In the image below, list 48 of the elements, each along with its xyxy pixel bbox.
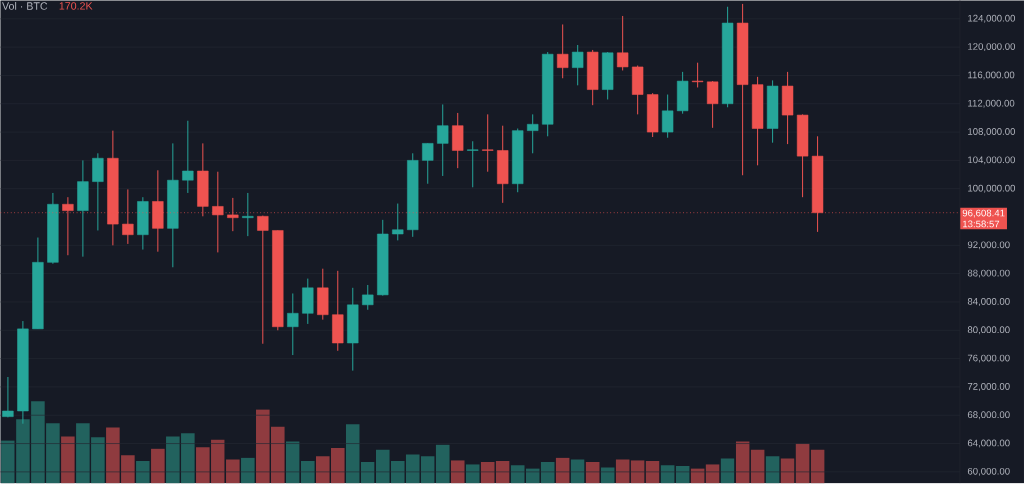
y-tick-label: 116,000.00 xyxy=(968,71,1015,80)
candlestick xyxy=(242,192,254,237)
y-tick-label: 112,000.00 xyxy=(968,100,1015,108)
candlestick xyxy=(362,284,374,311)
y-tick-label: 76,000.00 xyxy=(967,354,1010,363)
candlestick xyxy=(392,203,404,242)
bar xyxy=(226,459,240,484)
y-tick-label: 108,000.00 xyxy=(968,128,1016,137)
candlestick xyxy=(92,153,104,232)
y-tick-label: 60,000.00 xyxy=(967,468,1010,477)
y-tick-label: 80,000.00 xyxy=(967,326,1010,335)
y-tick-label: 124,000.00 xyxy=(968,15,1016,23)
bar xyxy=(795,444,810,484)
y-tick-label: 64,000.00 xyxy=(967,439,1010,448)
bar xyxy=(450,460,465,484)
candlestick xyxy=(527,114,539,154)
bar xyxy=(435,444,450,484)
candlestick xyxy=(572,44,584,87)
annotation: 170.2K xyxy=(59,2,93,10)
candlestick xyxy=(467,140,479,188)
bar xyxy=(300,461,315,484)
candlestick xyxy=(182,120,194,194)
bar xyxy=(61,436,75,484)
candlestick xyxy=(422,143,434,185)
candlestick xyxy=(437,104,449,177)
text: 13:58:57 xyxy=(963,220,1000,228)
candlestick xyxy=(661,94,674,139)
candlestick xyxy=(706,80,719,129)
bar xyxy=(345,424,360,484)
y-tick-label: 104,000.00 xyxy=(968,156,1016,165)
candlestick xyxy=(257,215,269,345)
candlestick xyxy=(691,62,704,89)
candlestick xyxy=(287,293,299,356)
y-tick-label: 88,000.00 xyxy=(967,269,1010,278)
y-tick-label: 92,000.00 xyxy=(967,241,1010,250)
ref-line-label: 96,608.41 xyxy=(962,209,1005,218)
annotation: Vol · BTC xyxy=(2,2,48,11)
y-tick-label: 100,000.00 xyxy=(968,184,1016,193)
candlestick xyxy=(482,114,494,173)
candlestick xyxy=(557,24,569,79)
y-tick-label: 84,000.00 xyxy=(967,298,1010,307)
y-tick-label: 120,000.00 xyxy=(968,43,1016,52)
candlestick xyxy=(2,376,14,419)
y-tick-label: 68,000.00 xyxy=(967,411,1010,420)
candlestick xyxy=(617,15,629,72)
bar xyxy=(241,457,255,484)
y-tick-label: 72,000.00 xyxy=(967,383,1010,392)
bar xyxy=(151,448,165,484)
